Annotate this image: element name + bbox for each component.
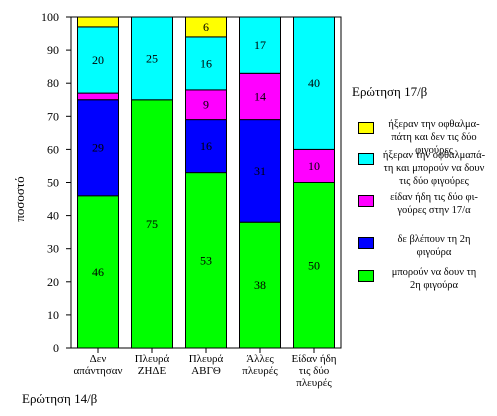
bar-segment-4-3 <box>239 72 281 121</box>
legend-swatch <box>358 195 374 207</box>
legend-swatch <box>358 153 374 165</box>
data-label: 53 <box>200 253 212 267</box>
x-tick-label: Δεν απάντησαν <box>74 353 123 377</box>
bar-segment-5-1 <box>293 182 335 349</box>
y-tick-label: 0 <box>53 341 59 355</box>
y-tick-label: 80 <box>47 76 59 90</box>
data-label: 16 <box>200 56 212 70</box>
bar-segment-3-4 <box>185 36 227 91</box>
y-tick-label: 60 <box>47 142 59 156</box>
data-label: 50 <box>308 258 320 272</box>
y-tick-label: 40 <box>47 209 59 223</box>
data-label: 17 <box>254 38 266 52</box>
y-tick-label: 20 <box>47 275 59 289</box>
legend-label: μπορούν να δουν τη 2η φιγούρα <box>391 267 477 291</box>
bar-segment-1-1 <box>77 195 119 349</box>
bar-segment-3-2 <box>185 119 227 174</box>
y-tick-label: 50 <box>47 176 59 190</box>
bar-segment-5-4 <box>293 16 335 150</box>
y-tick-label: 70 <box>47 109 59 123</box>
data-label: 29 <box>92 141 104 155</box>
x-tick-label: Άλλες πλευρές <box>242 353 278 377</box>
legend-swatch <box>358 237 374 249</box>
data-label: 6 <box>203 20 209 34</box>
y-tick-label: 100 <box>41 10 59 24</box>
bar-segment-3-5 <box>185 16 227 38</box>
x-tick-label: Πλευρά ΖΗΔΕ <box>135 353 170 377</box>
y-axis-label: ποσοστό <box>12 176 27 221</box>
legend-swatch <box>358 270 374 282</box>
bar-segment-1-4 <box>77 26 119 94</box>
data-label: 25 <box>146 51 158 65</box>
data-label: 46 <box>92 265 104 279</box>
bar-segment-1-5 <box>77 16 119 28</box>
legend-item: είδαν ήδη τις δύο φι-γούρες στην 17/α <box>358 191 494 217</box>
x-tick-label: Είδαν ήδη τις δύο πλευρές <box>291 353 336 389</box>
legend-label: είδαν ήδη τις δύο φι-γούρες στην 17/α <box>390 192 478 216</box>
x-tick-label: Πλευρά ΑΒΓΘ <box>189 353 224 377</box>
data-label: 31 <box>254 164 266 178</box>
data-label: 40 <box>308 76 320 90</box>
bar-segment-4-4 <box>239 16 281 74</box>
data-label: 14 <box>254 89 266 103</box>
data-label: 20 <box>92 53 104 67</box>
legend-label: ήξεραν την οφθαλμα-πάτη και δεν τις δύο φ… <box>388 119 480 156</box>
y-tick-label: 90 <box>47 43 59 57</box>
legend-item: δε βλέπουν τη 2η φιγούρα <box>358 233 494 259</box>
data-label: 16 <box>200 139 212 153</box>
y-tick-label: 10 <box>47 308 59 322</box>
bar-segment-4-2 <box>239 119 281 223</box>
y-tick-label: 30 <box>47 242 59 256</box>
data-label: 75 <box>146 217 158 231</box>
legend-item: ήξεραν την οφθαλμα-πάτη και δεν τις δύο φ… <box>358 118 494 157</box>
bar-segment-1-3 <box>77 92 119 101</box>
bar-segment-2-4 <box>131 16 173 101</box>
data-label: 9 <box>203 98 209 112</box>
legend-item: ήξεραν την οφθαλμαπά-τη και μπορούν να δ… <box>358 149 494 188</box>
bar-segment-4-1 <box>239 221 281 349</box>
legend-swatch <box>358 122 374 134</box>
legend-title: Ερώτηση 17/β <box>352 84 428 99</box>
legend-label: ήξεραν την οφθαλμαπά-τη και μπορούν να δ… <box>382 150 486 187</box>
data-label: 10 <box>308 159 320 173</box>
legend-label: δε βλέπουν τη 2η φιγούρα <box>397 234 471 258</box>
x-axis-label: Ερώτηση 14/β <box>22 391 98 406</box>
bar-segment-5-3 <box>293 148 335 183</box>
data-label: 38 <box>254 278 266 292</box>
legend-item: μπορούν να δουν τη 2η φιγούρα <box>358 266 494 292</box>
bar-segment-3-3 <box>185 89 227 121</box>
